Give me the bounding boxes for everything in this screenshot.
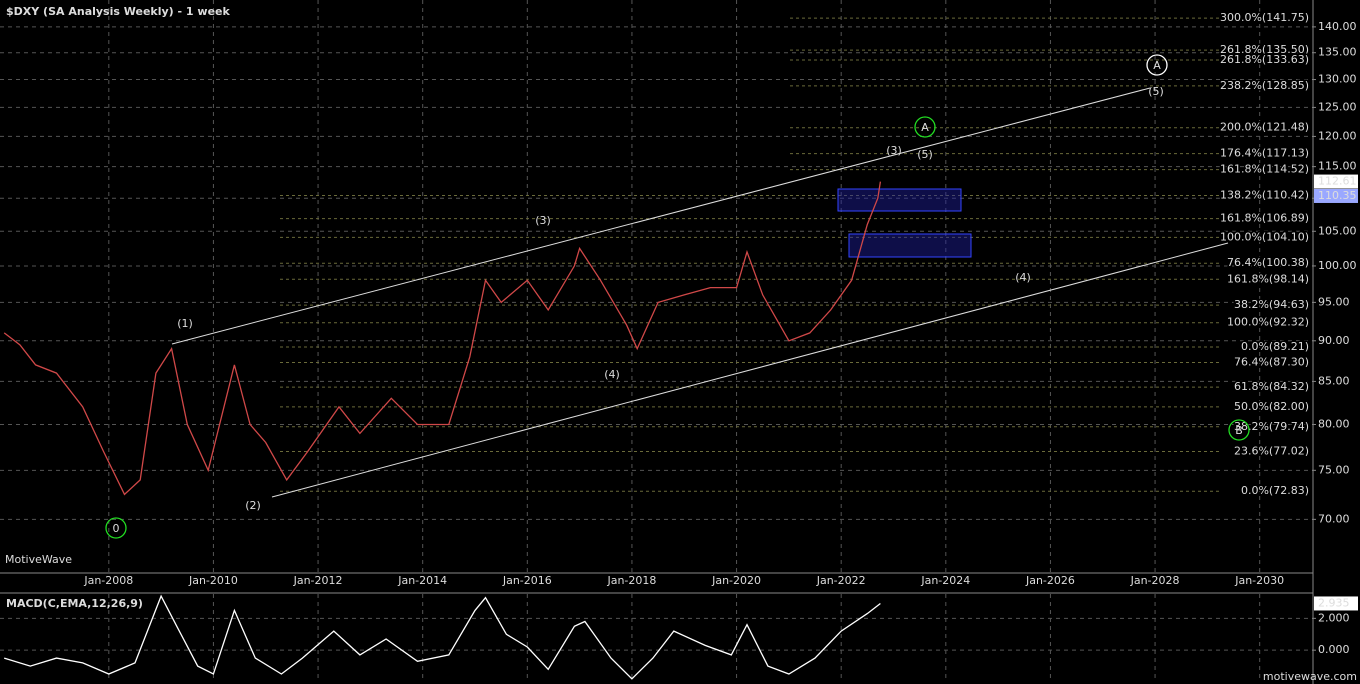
- wave-label: (4): [1015, 271, 1031, 284]
- y-tick-label: 0.000: [1318, 643, 1350, 656]
- y-tick-label: 80.00: [1318, 417, 1350, 430]
- fib-label: 176.4%(117.13): [1220, 147, 1309, 160]
- fib-label: 261.8%(133.63): [1220, 53, 1309, 66]
- x-tick-label: Jan-2014: [397, 574, 447, 587]
- fib-label: 61.8%(84.32): [1234, 380, 1309, 393]
- wave-label: (1): [177, 317, 193, 330]
- wave-label: B: [1235, 424, 1243, 437]
- wave-circle: [1146, 54, 1168, 76]
- y-tick-label: 95.00: [1318, 295, 1350, 308]
- fib-label: 138.2%(110.42): [1220, 189, 1309, 202]
- wave-label: (5): [1148, 85, 1164, 98]
- price-label: 110.35: [1318, 189, 1357, 202]
- fib-label: 23.6%(77.02): [1234, 444, 1309, 457]
- fib-label: 100.0%(104.10): [1220, 230, 1309, 243]
- fib-label: 0.0%(89.21): [1241, 340, 1309, 353]
- wave-label: (3): [535, 214, 551, 227]
- y-tick-label: 120.00: [1318, 129, 1357, 142]
- wave-label: (5): [917, 148, 933, 161]
- chart-title: $DXY (SA Analysis Weekly) - 1 week: [6, 5, 230, 18]
- price-label: 2.935: [1318, 596, 1350, 609]
- fib-label: 38.2%(94.63): [1234, 298, 1309, 311]
- price-line: [3, 181, 882, 496]
- footer: motivewave.com: [1263, 670, 1357, 683]
- wave-circle: [1228, 419, 1250, 441]
- wave-circle: [914, 116, 936, 138]
- fib-label: 161.8%(106.89): [1220, 212, 1309, 225]
- price-box: [1314, 188, 1358, 203]
- price-label: 112.61: [1318, 175, 1357, 188]
- x-tick-label: Jan-2008: [83, 574, 133, 587]
- x-tick-label: Jan-2024: [920, 574, 970, 587]
- macd-title: MACD(C,EMA,12,26,9): [6, 597, 143, 610]
- price-line: [4, 594, 881, 680]
- wave-label: (3): [886, 144, 902, 157]
- y-tick-label: 70.00: [1318, 512, 1350, 525]
- fib-label: 200.0%(121.48): [1220, 121, 1309, 134]
- y-tick-label: 125.00: [1318, 100, 1357, 113]
- target-zone: [848, 233, 972, 258]
- y-tick-label: 2.000: [1318, 611, 1350, 624]
- y-tick-label: 75.00: [1318, 463, 1350, 476]
- price-box: [1314, 174, 1358, 189]
- fib-label: 0.0%(72.83): [1241, 484, 1309, 497]
- x-tick-label: Jan-2012: [293, 574, 343, 587]
- fib-label: 161.8%(114.52): [1220, 163, 1309, 176]
- x-tick-label: Jan-2022: [816, 574, 866, 587]
- wave-label: 0: [113, 522, 120, 535]
- x-tick-label: Jan-2028: [1130, 574, 1180, 587]
- fib-label: 76.4%(87.30): [1234, 355, 1309, 368]
- y-tick-label: 135.00: [1318, 46, 1357, 59]
- fib-label: 100.0%(92.32): [1227, 316, 1309, 329]
- wave-label: A: [921, 121, 929, 134]
- channel-line: [271, 242, 1229, 498]
- watermark: MotiveWave: [5, 553, 72, 566]
- y-tick-label: 90.00: [1318, 334, 1350, 347]
- fib-label: 38.2%(79.74): [1234, 420, 1309, 433]
- y-tick-label: 85.00: [1318, 374, 1350, 387]
- y-tick-label: 115.00: [1318, 160, 1357, 173]
- y-tick-label: 100.00: [1318, 259, 1357, 272]
- x-tick-label: Jan-2020: [711, 574, 761, 587]
- x-tick-label: Jan-2016: [502, 574, 552, 587]
- x-tick-label: Jan-2018: [606, 574, 656, 587]
- y-tick-label: 130.00: [1318, 73, 1357, 86]
- wave-circle: [105, 517, 127, 539]
- wave-label: (2): [245, 499, 261, 512]
- fib-label: 261.8%(135.50): [1220, 43, 1309, 56]
- x-tick-label: Jan-2010: [188, 574, 238, 587]
- fib-label: 300.0%(141.75): [1220, 11, 1309, 24]
- price-box: [1314, 596, 1358, 611]
- x-tick-label: Jan-2030: [1234, 574, 1284, 587]
- x-tick-label: Jan-2026: [1025, 574, 1075, 587]
- wave-label: A: [1153, 59, 1161, 72]
- fib-label: 238.2%(128.85): [1220, 79, 1309, 92]
- fib-label: 50.0%(82.00): [1234, 400, 1309, 413]
- target-zone: [837, 188, 962, 212]
- y-tick-label: 105.00: [1318, 224, 1357, 237]
- fib-label: 76.4%(100.38): [1227, 256, 1309, 269]
- y-tick-label: 140.00: [1318, 20, 1357, 33]
- fib-label: 161.8%(98.14): [1227, 272, 1309, 285]
- wave-label: (4): [604, 368, 620, 381]
- channel-line: [171, 87, 1151, 345]
